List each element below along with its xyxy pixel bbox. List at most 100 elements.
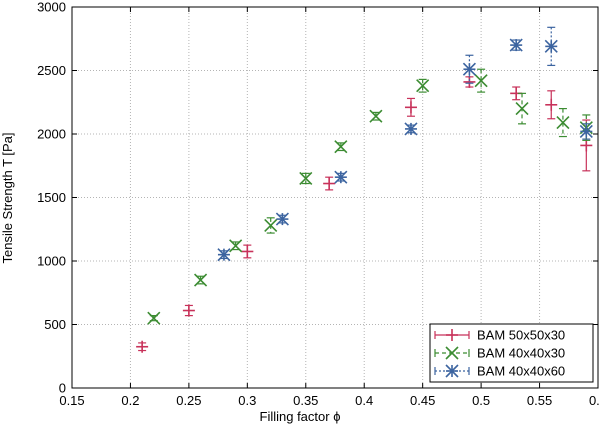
data-point (544, 26, 558, 67)
x-tick-label: 0.35 (293, 393, 318, 408)
data-point (182, 304, 195, 317)
data-point (299, 171, 313, 186)
data-point (334, 170, 348, 184)
data-point (416, 78, 430, 93)
data-point-marker (194, 273, 208, 287)
data-point (241, 244, 254, 259)
data-point (229, 239, 243, 253)
data-point-marker (323, 177, 336, 190)
data-point-marker (445, 364, 459, 378)
marker-stroke (556, 116, 570, 130)
data-point (136, 340, 149, 353)
data-point (404, 97, 417, 117)
data-point (194, 273, 208, 287)
x-axis-label: Filling factor ϕ (260, 409, 341, 424)
data-point (474, 68, 488, 93)
data-point-marker (463, 75, 476, 88)
data-point-marker (545, 98, 558, 111)
y-tick-label: 2000 (37, 127, 66, 142)
data-point (369, 109, 383, 123)
x-tick-label: 0.3 (238, 393, 256, 408)
marker-stroke (147, 311, 161, 325)
legend-item: BAM 40x40x30 (434, 346, 565, 361)
data-point-marker (446, 329, 458, 341)
x-tick-label: 0.2 (121, 393, 139, 408)
data-point-marker (404, 122, 418, 136)
data-point (323, 176, 336, 191)
data-point (556, 107, 570, 138)
data-point-marker (580, 139, 593, 152)
data-point-marker (445, 346, 459, 360)
data-point-marker (264, 218, 278, 233)
y-tick-label: 2500 (37, 63, 66, 78)
data-point (275, 212, 289, 226)
data-point-marker (334, 140, 348, 154)
marker-stroke (194, 273, 208, 287)
x-tick-label: 0.45 (410, 393, 435, 408)
data-point-marker (509, 38, 523, 52)
marker-stroke (445, 346, 459, 360)
x-tick-label: 0.4 (355, 393, 373, 408)
marker-stroke (515, 102, 529, 116)
x-tick-label: 0.55 (527, 393, 552, 408)
data-point (510, 86, 523, 101)
y-tick-label: 0 (59, 381, 66, 396)
y-tick-label: 500 (44, 317, 66, 332)
legend: BAM 50x50x30 BAM 40x40x30 BAM 40x40x60 (429, 323, 594, 383)
marker-stroke (369, 109, 383, 123)
marker-stroke (299, 171, 313, 186)
series-1 (136, 75, 593, 353)
data-point-marker (275, 212, 289, 226)
data-point-marker (579, 124, 593, 139)
marker-stroke (334, 140, 348, 154)
marker-stroke (416, 79, 430, 93)
legend-label: BAM 40x40x30 (477, 346, 565, 361)
y-tick-label: 1500 (37, 190, 66, 205)
data-point (147, 311, 161, 325)
data-point (217, 248, 231, 262)
x-tick-label: 0.25 (176, 393, 201, 408)
data-point-marker (229, 239, 243, 253)
series (136, 26, 593, 353)
data-point (515, 92, 529, 125)
data-point-marker (369, 109, 383, 123)
data-point (545, 90, 558, 120)
data-point-marker (147, 311, 161, 325)
data-point-marker (474, 74, 488, 88)
data-point-marker (462, 62, 476, 76)
y-axis-label: Tensile Strength T [Pa] (0, 132, 15, 263)
data-point-marker (241, 245, 254, 258)
data-point-marker (416, 79, 430, 93)
legend-item: BAM 50x50x30 (434, 328, 565, 343)
series-2 (147, 68, 593, 325)
legend-label: BAM 40x40x60 (477, 364, 565, 379)
plot-frame (71, 6, 599, 389)
data-point-marker (404, 101, 417, 114)
tick-labels: 0.15 0.2 0.25 0.3 0.35 0.4 0.45 0.5 0.55 0.6 0 500 1… (37, 0, 600, 408)
data-point-marker (182, 304, 195, 317)
data-point (462, 54, 476, 84)
y-tick-label: 1000 (37, 254, 66, 269)
marker-stroke (229, 239, 243, 253)
y-tick-label: 3000 (37, 0, 66, 15)
data-point-marker (334, 170, 348, 184)
data-point-marker (515, 102, 529, 116)
x-tick-label: 0.5 (472, 393, 490, 408)
data-point-marker (136, 340, 149, 353)
data-point (509, 38, 523, 52)
data-point (463, 75, 476, 88)
axes (71, 6, 599, 389)
marker-stroke (264, 218, 278, 233)
marker-stroke (474, 74, 488, 88)
data-point (264, 217, 278, 234)
data-point (404, 122, 418, 136)
data-point-marker (217, 248, 231, 262)
data-point (334, 140, 348, 154)
x-tick-label: 0.6 (589, 393, 600, 408)
data-point (579, 123, 593, 140)
series-3 (217, 26, 593, 262)
data-point-marker (556, 116, 570, 130)
legend-label: BAM 50x50x30 (477, 328, 565, 343)
x-tick-label: 0.15 (59, 393, 84, 408)
data-point-marker (544, 39, 558, 53)
